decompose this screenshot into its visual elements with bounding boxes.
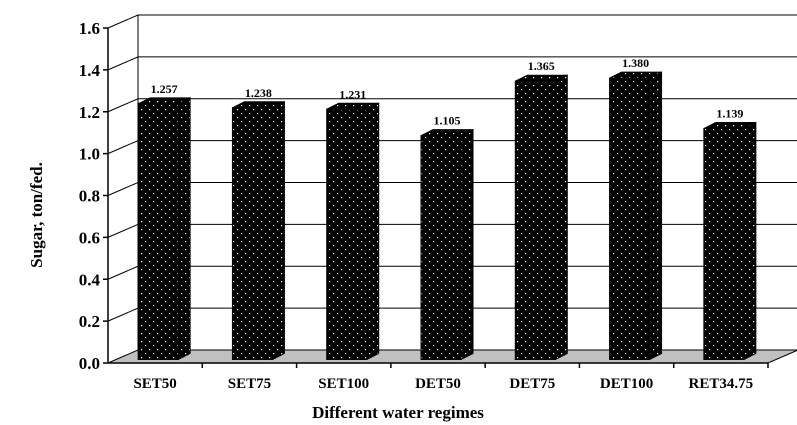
x-tick-label: RET34.75: [689, 376, 754, 392]
y-tick-label: 1.0: [79, 145, 100, 164]
gridline: [107, 98, 797, 113]
bars: 1.257 1.238 1.231 1.105 1.365 1.380 1.139: [137, 56, 757, 361]
bar: [703, 121, 757, 361]
bar-front: [231, 107, 273, 360]
bar-side: [366, 102, 380, 361]
x-tick-label: DET75: [509, 376, 555, 392]
bar-front: [703, 128, 745, 360]
data-label: 1.105: [434, 114, 461, 128]
y-axis-ticks: 0.0 0.2 0.4 0.6 0.8 1.0 1.2 1.4 1.6: [79, 19, 108, 373]
y-tick-label: 1.2: [79, 103, 100, 122]
bar: [137, 97, 191, 361]
bar-top: [609, 71, 662, 79]
bar-top: [703, 122, 757, 130]
gridline: [107, 56, 797, 71]
bar-front: [326, 108, 368, 361]
y-tick-label: 0.6: [79, 228, 100, 247]
x-tick-label: SET100: [318, 376, 369, 392]
bar: [609, 71, 663, 361]
bar-top: [326, 102, 379, 110]
y-tick-label: 1.6: [79, 19, 100, 38]
y-axis-title: Sugar, ton/fed.: [27, 162, 46, 268]
x-axis-ticks: SET50 SET75 SET100 DET50 DET75 DET100 RET34.75: [133, 363, 769, 392]
bar-top: [137, 97, 191, 105]
y-tick-label: 0.4: [79, 270, 101, 289]
bar-side: [177, 97, 191, 361]
bar-front: [609, 77, 651, 360]
bar-top: [420, 129, 474, 137]
data-label: 1.257: [151, 82, 178, 96]
bar-side: [743, 121, 757, 361]
bar-top: [232, 101, 285, 109]
data-label: 1.365: [528, 59, 555, 73]
data-label: 1.231: [339, 87, 366, 101]
bar-top: [515, 74, 568, 82]
y-tick-label: 0.2: [79, 312, 100, 331]
x-tick-label: SET75: [228, 376, 271, 392]
bar: [420, 128, 474, 361]
y-tick-label: 0.8: [79, 187, 100, 206]
bar-side: [271, 100, 285, 361]
bar-side: [554, 74, 568, 361]
y-tick-label: 1.4: [79, 61, 101, 80]
x-tick-label: DET50: [415, 376, 461, 392]
bar: [514, 74, 568, 361]
gridline: [107, 14, 797, 29]
x-tick-label: DET100: [600, 376, 653, 392]
x-tick-label: SET50: [133, 376, 176, 392]
y-tick-label: 0.0: [79, 354, 100, 373]
data-label: 1.139: [716, 107, 743, 121]
data-label: 1.238: [245, 86, 272, 100]
bar: [326, 102, 380, 361]
bar-front: [137, 103, 179, 360]
data-label: 1.380: [622, 56, 649, 70]
bar-front: [514, 80, 556, 360]
bar: [231, 100, 285, 361]
x-axis-title: Different water regimes: [312, 403, 484, 422]
bar-side: [460, 128, 474, 361]
bar-front: [420, 135, 462, 360]
bar-side: [649, 71, 663, 361]
